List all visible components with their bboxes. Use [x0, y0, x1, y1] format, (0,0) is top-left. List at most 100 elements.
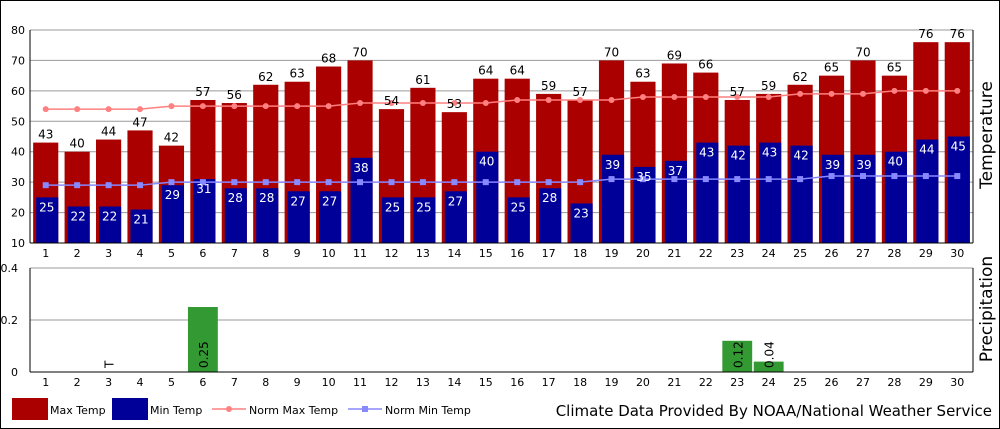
- temp-xtick-label: 18: [573, 247, 587, 260]
- precipitation-value-label: 0.04: [763, 341, 777, 368]
- min-temp-bar: [99, 206, 122, 243]
- norm-min-temp-point: [702, 176, 709, 183]
- prcp-xtick-label: 21: [667, 376, 681, 389]
- min-temp-label: 37: [668, 164, 683, 178]
- max-temp-label: 54: [384, 94, 399, 108]
- min-temp-label: 39: [856, 158, 871, 172]
- temp-xtick-label: 11: [353, 247, 367, 260]
- norm-max-temp-point: [702, 93, 709, 100]
- max-temp-label: 64: [510, 64, 525, 78]
- max-temp-label: 66: [698, 58, 713, 72]
- min-temp-bar: [664, 160, 687, 243]
- max-temp-label: 44: [101, 125, 116, 139]
- max-temp-label: 69: [667, 48, 682, 62]
- temp-xtick-label: 28: [887, 247, 901, 260]
- precipitation-axis-label: Precipitation: [977, 256, 997, 362]
- min-temp-bar: [696, 142, 719, 243]
- norm-min-temp-point: [137, 182, 144, 189]
- norm-min-temp-point: [859, 173, 866, 180]
- prcp-xtick-label: 10: [322, 376, 336, 389]
- norm-min-temp-point: [357, 179, 364, 186]
- norm-max-temp-point: [419, 100, 426, 107]
- max-temp-label: 65: [887, 61, 902, 75]
- norm-max-temp-point: [765, 93, 772, 100]
- legend-marker-norm-min: [362, 406, 368, 412]
- max-temp-label: 56: [227, 88, 242, 102]
- norm-max-temp-point: [231, 103, 238, 110]
- prcp-xtick-label: 12: [384, 376, 398, 389]
- norm-max-temp-point: [199, 103, 206, 110]
- prcp-xtick-label: 28: [887, 376, 901, 389]
- min-temp-bar: [539, 188, 562, 243]
- max-temp-label: 76: [950, 27, 965, 41]
- legend-swatch-max-temp: [12, 398, 48, 420]
- norm-max-temp-point: [294, 103, 301, 110]
- min-temp-label: 39: [825, 158, 840, 172]
- legend-marker-norm-max: [226, 406, 232, 412]
- norm-max-temp-point: [262, 103, 269, 110]
- norm-min-temp-point: [671, 176, 678, 183]
- min-temp-bar: [319, 191, 342, 243]
- min-temp-bar: [444, 191, 467, 243]
- min-temp-label: 42: [793, 149, 808, 163]
- min-temp-label: 43: [699, 146, 714, 160]
- min-temp-label: 27: [448, 194, 463, 208]
- min-temp-label: 45: [951, 140, 966, 154]
- temperature-data-labels: 43 40 44 47 42 57 56 62 63 68 70 54 61 53 64 64 59 57 70 63…: [38, 27, 966, 226]
- prcp-xtick-label: 11: [353, 376, 367, 389]
- min-temp-bar: [130, 209, 153, 243]
- norm-min-temp-point: [891, 173, 898, 180]
- norm-max-temp-point: [828, 90, 835, 97]
- prcp-xtick-label: 8: [262, 376, 269, 389]
- temp-xtick-label: 8: [262, 247, 269, 260]
- min-temp-label: 27: [322, 194, 337, 208]
- norm-max-temp-point: [577, 96, 584, 103]
- norm-max-temp-point: [325, 103, 332, 110]
- min-temp-label: 31: [196, 182, 211, 196]
- norm-max-temp-point: [42, 106, 49, 113]
- prcp-ytick-label: 0.4: [1, 262, 19, 275]
- prcp-xtick-label: 26: [825, 376, 839, 389]
- norm-min-temp-point: [482, 179, 489, 186]
- temp-xtick-label: 13: [416, 247, 430, 260]
- temp-xtick-label: 16: [510, 247, 524, 260]
- norm-min-temp-point: [168, 179, 175, 186]
- max-temp-label: 43: [38, 128, 53, 142]
- min-temp-bar: [601, 154, 625, 243]
- temp-xtick-label: 20: [636, 247, 650, 260]
- norm-min-temp-point: [294, 179, 301, 186]
- temp-xtick-label: 1: [42, 247, 49, 260]
- min-temp-bar: [350, 157, 373, 243]
- min-temp-label: 25: [511, 200, 526, 214]
- norm-min-temp-point: [451, 179, 458, 186]
- temp-ytick-label: 10: [11, 237, 25, 250]
- norm-max-temp-point: [451, 100, 458, 107]
- prcp-xtick-label: 24: [762, 376, 776, 389]
- temp-xtick-label: 4: [137, 247, 144, 260]
- min-temp-label: 25: [385, 200, 400, 214]
- max-temp-label: 42: [164, 131, 179, 145]
- temp-xtick-label: 23: [730, 247, 744, 260]
- temp-xtick-label: 15: [479, 247, 493, 260]
- max-temp-label: 63: [290, 67, 305, 81]
- temp-xtick-label: 17: [542, 247, 556, 260]
- max-temp-label: 62: [792, 70, 807, 84]
- norm-max-temp-point: [545, 96, 552, 103]
- norm-max-temp-point: [954, 87, 961, 94]
- min-temp-label: 40: [479, 155, 494, 169]
- min-temp-bar: [224, 188, 247, 243]
- temp-xtick-label: 6: [199, 247, 206, 260]
- prcp-xtick-label: 22: [699, 376, 713, 389]
- temp-xtick-label: 27: [856, 247, 870, 260]
- min-temp-bar: [381, 197, 405, 243]
- legend-label-norm-min-temp: Norm Min Temp: [385, 404, 471, 417]
- min-temp-label: 38: [353, 161, 368, 175]
- max-temp-label: 76: [918, 27, 933, 41]
- norm-max-temp-point: [514, 96, 521, 103]
- max-temp-label: 40: [70, 137, 85, 151]
- precipitation-bar: [187, 307, 218, 372]
- temp-ytick-label: 70: [11, 54, 25, 67]
- precipitation-value-label: 0.25: [197, 341, 211, 368]
- min-temp-bar: [476, 151, 499, 243]
